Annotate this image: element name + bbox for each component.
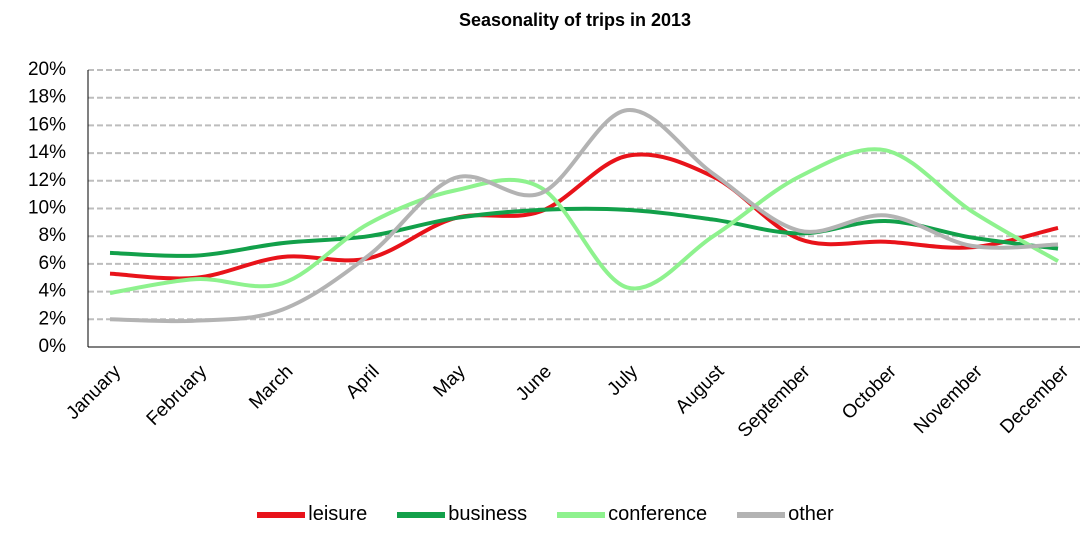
legend-item: other — [737, 503, 834, 526]
x-tick-label: November — [910, 361, 987, 438]
y-tick-label: 20% — [28, 59, 66, 80]
x-tick-label: June — [512, 361, 556, 405]
x-tick-label: July — [603, 361, 642, 400]
legend-swatch — [557, 511, 606, 518]
y-tick-label: 4% — [39, 281, 67, 302]
chart: Seasonality of trips in 2013 0% 2% 4% 6% 8% 1… — [28, 10, 1080, 442]
x-tick-label: January — [62, 361, 125, 424]
y-tick-label: 8% — [39, 225, 67, 246]
y-tick-label: 14% — [28, 142, 66, 163]
y-tick-label: 6% — [39, 253, 67, 274]
y-tick-label: 18% — [28, 87, 66, 108]
legend-swatch — [397, 511, 446, 518]
x-tick-label: October — [838, 361, 901, 424]
y-tick-label: 0% — [39, 336, 67, 357]
x-tick-label: May — [430, 361, 471, 402]
y-tick-label: 10% — [28, 198, 66, 219]
series-line — [109, 108, 1059, 324]
x-tick-label: March — [245, 361, 297, 413]
x-tick-label: December — [996, 361, 1073, 438]
y-tick-label: 12% — [28, 170, 66, 191]
legend-item: business — [397, 503, 527, 526]
legend-label: leisure — [308, 503, 368, 525]
legend-swatch — [257, 511, 306, 518]
x-tick-label: April — [342, 361, 384, 403]
legend-item: leisure — [257, 503, 367, 526]
y-tick-label: 16% — [28, 114, 66, 135]
x-tick-label: September — [734, 361, 815, 442]
series-line — [109, 152, 1059, 281]
y-tick-label: 2% — [39, 308, 67, 329]
legend-label: business — [448, 503, 528, 525]
chart-title: Seasonality of trips in 2013 — [459, 10, 691, 30]
legend-label: conference — [608, 503, 708, 525]
legend-item: conference — [557, 503, 707, 526]
series-line — [109, 206, 1059, 258]
x-tick-label: February — [143, 361, 212, 430]
x-tick-label: August — [672, 361, 729, 418]
legend: leisure business conference other — [0, 503, 1091, 526]
series-line — [109, 147, 1060, 295]
legend-swatch — [737, 511, 786, 518]
legend-label: other — [788, 503, 834, 525]
